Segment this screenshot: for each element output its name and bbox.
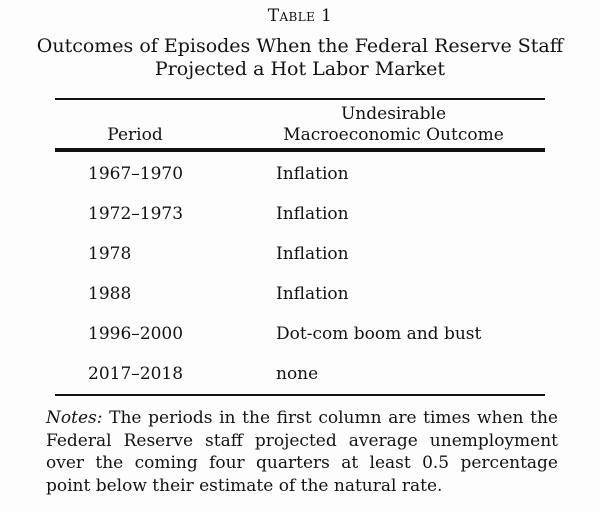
period-cell: 2017–2018 [88, 364, 184, 384]
table-number: Table 1 [267, 6, 333, 26]
outcome-cell: none [276, 364, 319, 384]
table-title-line-1: Outcomes of Episodes When the Federal Re… [36, 35, 564, 57]
table-notes: Notes: The periods in the first column a… [46, 407, 558, 497]
table-row: 1972–1973 Inflation [55, 194, 545, 234]
outcome-cell: Inflation [276, 204, 349, 224]
table-header-row: Period Undesirable Macroeconomic Outcome [55, 98, 545, 148]
double-rule [55, 148, 545, 152]
table-row: 1978 Inflation [55, 234, 545, 274]
outcome-cell: Inflation [276, 244, 349, 264]
period-cell: 1967–1970 [88, 164, 184, 184]
table-body: 1967–1970 Inflation 1972–1973 Inflation … [55, 152, 545, 396]
period-cell: 1996–2000 [88, 324, 184, 344]
period-cell: 1978 [88, 244, 132, 264]
column-header-outcome-line-1: Undesirable [340, 104, 447, 124]
column-header-outcome: Undesirable Macroeconomic Outcome [276, 100, 511, 148]
table-row: 1996–2000 Dot-com boom and bust [55, 314, 545, 354]
outcome-cell: Dot-com boom and bust [276, 324, 482, 344]
outcome-cell: Inflation [276, 164, 349, 184]
table-row: 1988 Inflation [55, 274, 545, 314]
notes-label: Notes: [46, 408, 103, 428]
table-title: Outcomes of Episodes When the Federal Re… [0, 35, 600, 81]
table-row: 2017–2018 none [55, 354, 545, 394]
period-cell: 1972–1973 [88, 204, 184, 224]
column-header-period: Period [107, 125, 163, 145]
outcome-cell: Inflation [276, 284, 349, 304]
notes-text: The periods in the first column are time… [46, 408, 558, 496]
table-title-line-2: Projected a Hot Labor Market [154, 58, 446, 80]
table-row: 1967–1970 Inflation [55, 154, 545, 194]
outcomes-table: Period Undesirable Macroeconomic Outcome… [55, 98, 545, 396]
period-cell: 1988 [88, 284, 132, 304]
column-header-outcome-line-2: Macroeconomic Outcome [283, 125, 504, 145]
